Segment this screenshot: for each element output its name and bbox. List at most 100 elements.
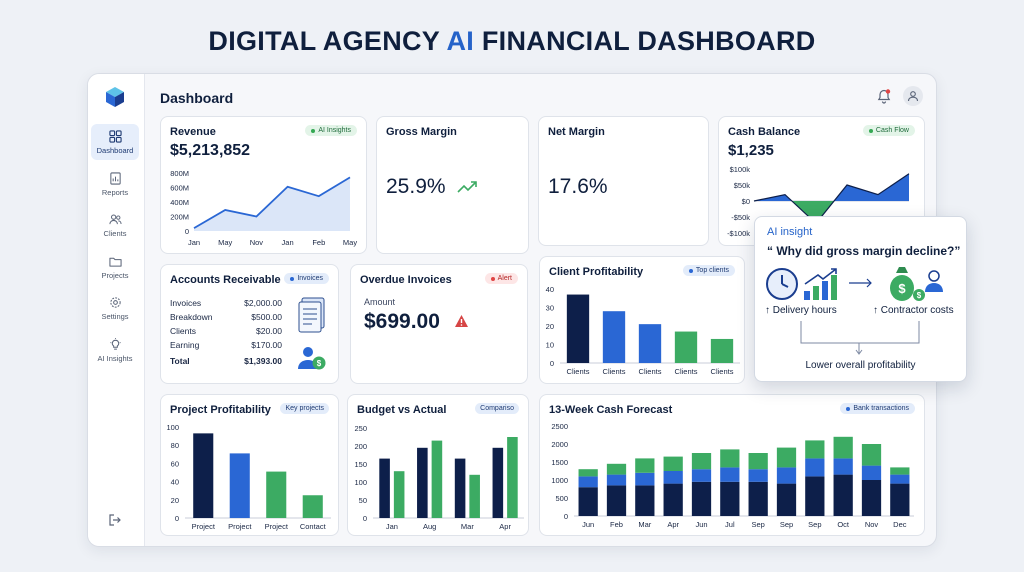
y-tick-label: -$100k xyxy=(727,229,750,238)
alert-badge[interactable]: Alert xyxy=(484,273,518,284)
y-tick-label: 60 xyxy=(171,459,179,468)
budget-vs-actual-card[interactable]: Budget vs Actual Compariso 250 200 150 100 5… xyxy=(347,394,529,536)
bar-segment xyxy=(890,474,910,484)
x-tick-label: Sep xyxy=(751,520,764,529)
revenue-chart: 800M 600M 400M 200M 0 Jan May Nov Jan Feb May xyxy=(170,169,357,247)
row-label: Invoices xyxy=(170,298,202,308)
bank-transactions-badge[interactable]: Bank transactions xyxy=(840,403,915,414)
row-value: $2,000.00 xyxy=(244,298,282,308)
receivable-table: Invoices $2,000.00 Breakdown $500.00 Clien… xyxy=(170,298,282,370)
sidebar-item-settings[interactable]: Settings xyxy=(91,290,139,326)
y-tick-label: 1500 xyxy=(551,458,568,467)
x-tick-label: Clients xyxy=(675,367,698,376)
y-tick-label: 20 xyxy=(546,322,554,331)
comparison-badge[interactable]: Compariso xyxy=(475,403,519,414)
bar xyxy=(229,453,250,518)
bar-segment xyxy=(833,436,853,459)
sidebar-item-reports[interactable]: Reports xyxy=(91,166,139,202)
y-tick-label: 500 xyxy=(555,494,568,503)
revenue-value: $5,213,852 xyxy=(170,142,251,159)
total-row: Total $1,393.00 xyxy=(170,356,282,370)
ai-insight-popover[interactable]: AI insight “ Why did gross margin declin… xyxy=(754,216,967,382)
clock-icon xyxy=(766,268,798,300)
client-profitability-card[interactable]: Client Profitability Top clients 40 30 20 1… xyxy=(539,256,745,384)
bar-segment xyxy=(578,487,598,516)
total-label: Total xyxy=(170,356,190,366)
page-title: DIGITAL AGENCY AI FINANCIAL DASHBOARD xyxy=(0,26,1024,57)
bell-icon[interactable] xyxy=(876,88,892,104)
y-tick-label: 250 xyxy=(354,424,367,433)
bar-segment xyxy=(833,458,853,475)
badge-label: Top clients xyxy=(695,267,729,274)
row-value: $500.00 xyxy=(251,312,282,322)
x-tick-label: Clients xyxy=(639,367,662,376)
cash-balance-chart: $100k $50k $0 -$50k -$100k xyxy=(727,165,910,238)
sidebar-item-label: AI Insights xyxy=(97,353,133,363)
bar xyxy=(417,447,428,518)
y-tick-label: 400M xyxy=(170,198,189,207)
project-profitability-card[interactable]: Project Profitability Key projects 100 80… xyxy=(160,394,339,536)
badge-label: Key projects xyxy=(285,405,324,412)
top-clients-badge[interactable]: Top clients xyxy=(682,265,735,276)
bar-segment xyxy=(720,467,740,482)
cash-flow-badge[interactable]: Cash Flow xyxy=(862,125,915,136)
bulb-icon xyxy=(109,337,121,350)
sidebar-item-label: Reports xyxy=(101,187,129,197)
bar-segment xyxy=(606,463,627,475)
title-text-post: FINANCIAL DASHBOARD xyxy=(481,26,816,56)
invoices-badge[interactable]: Invoices xyxy=(284,273,329,284)
net-margin-card[interactable]: Net Margin 17.6% xyxy=(538,116,709,246)
ai-insights-badge[interactable]: AI Insights xyxy=(305,125,357,136)
x-tick-label: Sep xyxy=(808,520,821,529)
bar-segment xyxy=(861,480,882,516)
svg-text:$: $ xyxy=(317,359,322,368)
budget-vs-actual-chart: 250 200 150 100 50 0 Jan Aug Mar Apr xyxy=(354,424,524,531)
bar-segment xyxy=(691,469,712,482)
warning-icon xyxy=(455,315,468,327)
x-tick-label: Jan xyxy=(282,238,294,247)
bar xyxy=(431,440,443,518)
card-title: Budget vs Actual xyxy=(357,404,447,416)
y-tick-label: 200 xyxy=(354,442,367,451)
card-title: Revenue xyxy=(170,126,216,138)
gross-margin-card[interactable]: Gross Margin 25.9% xyxy=(376,116,529,254)
revenue-card[interactable]: Revenue AI Insights $5,213,852 800M 600M 4… xyxy=(160,116,367,254)
y-tick-label: 1000 xyxy=(551,476,568,485)
y-tick-label: -$50k xyxy=(731,213,750,222)
sidebar-item-label: Dashboard xyxy=(96,145,134,155)
sidebar-item-clients[interactable]: Clients xyxy=(91,207,139,243)
sidebar-item-projects[interactable]: Projects xyxy=(91,249,139,285)
report-icon xyxy=(109,171,121,185)
x-tick-label: Feb xyxy=(312,238,325,247)
bar-segment xyxy=(606,474,627,486)
x-tick-label: Project xyxy=(265,522,289,531)
bar-segment xyxy=(748,469,768,482)
client-payment-icon: $ xyxy=(298,347,326,370)
bar xyxy=(379,458,390,518)
bar-segment xyxy=(635,472,655,486)
bar-segment xyxy=(606,485,627,516)
sidebar: Dashboard Reports Clients Projects Setti… xyxy=(88,74,145,546)
x-tick-label: Jan xyxy=(386,522,398,531)
bar-segment xyxy=(663,483,683,516)
cash-forecast-card[interactable]: 13-Week Cash Forecast Bank transactions … xyxy=(539,394,925,536)
key-projects-badge[interactable]: Key projects xyxy=(280,403,329,414)
bar-segment xyxy=(578,469,598,477)
insight-title: AI insight xyxy=(767,226,813,238)
x-tick-label: Nov xyxy=(250,238,264,247)
overdue-invoices-card[interactable]: Overdue Invoices Alert Amount $699.00 xyxy=(350,264,528,384)
title-text-pre: DIGITAL AGENCY xyxy=(208,26,440,56)
x-tick-label: Clients xyxy=(567,367,590,376)
logout-icon[interactable] xyxy=(108,513,122,527)
total-value: $1,393.00 xyxy=(244,356,282,366)
sidebar-item-dashboard[interactable]: Dashboard xyxy=(91,124,139,160)
accounts-receivable-card[interactable]: Accounts Receivable Invoices Invoices $2,… xyxy=(160,264,339,384)
net-margin-value: 17.6% xyxy=(548,175,608,198)
avatar[interactable] xyxy=(903,86,923,106)
y-tick-label: 150 xyxy=(354,460,367,469)
x-tick-label: Jun xyxy=(695,520,707,529)
up-trend-icon xyxy=(457,181,477,193)
sidebar-item-ai-insights[interactable]: AI Insights xyxy=(91,332,139,368)
bar xyxy=(566,294,590,363)
y-tick-label: $50k xyxy=(734,181,751,190)
